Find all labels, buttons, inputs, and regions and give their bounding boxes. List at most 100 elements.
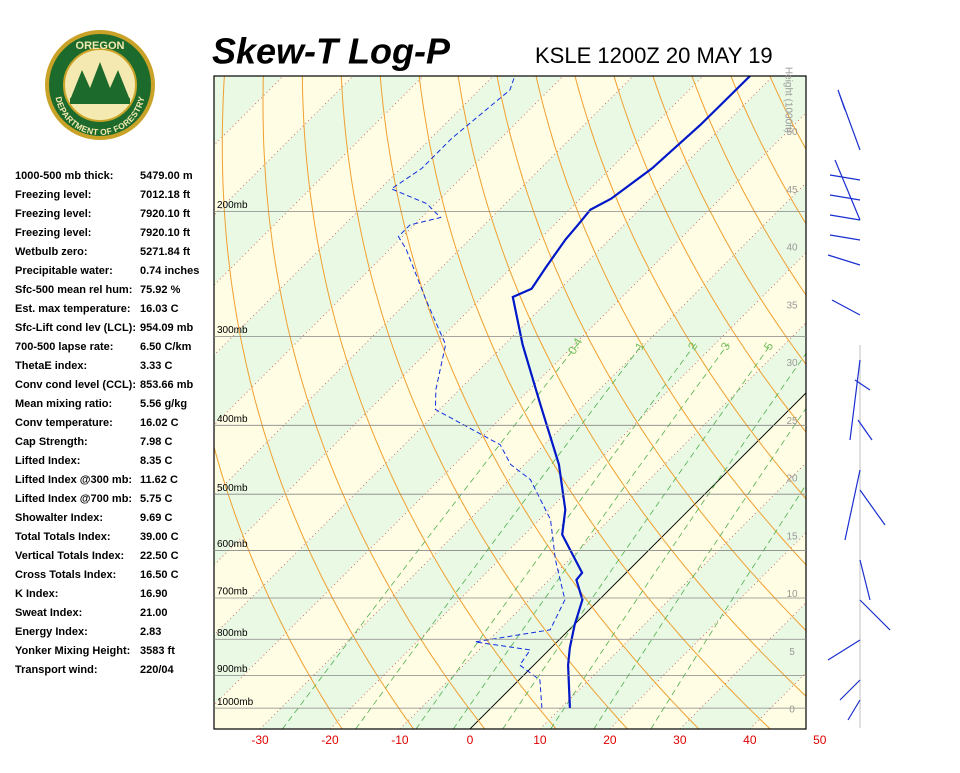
isotherm-band [329,252,806,729]
dry-adiabat [496,76,806,632]
index-value: 0.74 inches [140,265,199,277]
x-tick-label: 20 [603,733,617,747]
isotherm-band [260,183,806,729]
index-label: ThetaE index: [15,360,87,372]
index-value: 16.03 C [140,303,179,315]
mixing-ratio-line [502,343,772,729]
mixing-ratio-line [650,484,806,729]
index-label: Sfc-Lift cond lev (LCL): [15,322,136,334]
height-tick-label: 25 [786,416,798,427]
dry-adiabat [214,445,343,729]
index-label: Lifted Index: [15,455,80,467]
dry-adiabat [809,76,960,729]
mixing-ratio-line [282,343,579,729]
x-tick-label: 10 [533,733,547,747]
index-value: 2.83 [140,626,161,638]
index-value: 7920.10 ft [140,227,190,239]
index-value: 22.50 C [140,550,179,562]
x-tick-label: 50 [813,733,827,747]
index-label: 1000-500 mb thick: [15,170,113,182]
index-label: Est. max temperature: [15,303,131,315]
height-tick-label: 45 [786,185,798,196]
plot-frame [213,75,807,730]
index-label: Total Totals Index: [15,531,111,543]
dry-adiabat [535,76,806,566]
index-value: 5479.00 m [140,170,193,182]
isotherm-band [214,76,424,286]
index-label: Sweat Index: [15,607,82,619]
logo-top: OREGON [76,40,125,52]
dry-adiabat [340,76,628,729]
plot-area [214,76,960,729]
index-value: 6.50 C/km [140,341,192,353]
isotherm-band [214,113,806,729]
dry-adiabat [730,76,806,225]
index-label: Freezing level: [15,227,91,239]
index-value: 5.75 C [140,493,172,505]
index-value: 3.33 C [140,360,172,372]
dry-adiabat [848,76,960,729]
index-value: 16.02 C [140,417,179,429]
dry-adiabat [652,76,806,366]
index-label: Energy Index: [15,626,88,638]
index-value: 39.00 C [140,531,179,543]
index-value: 21.00 [140,607,168,619]
index-value: 16.50 C [140,569,179,581]
index-value: 11.62 C [140,474,178,486]
mixing-ratio-line [593,407,806,729]
height-tick-label: 30 [786,358,798,369]
isotherm-band [214,76,774,636]
y-tick-label: 200mb [217,200,248,211]
height-tick-label: 10 [786,589,798,600]
isotherm-band [214,76,806,706]
y-tick-label: 900mb [217,664,248,675]
dry-adiabat [574,76,806,500]
index-label: Conv cond level (CCL): [15,379,136,391]
y-tick-label: 1000mb [217,697,254,708]
height-tick-label: 5 [789,647,795,658]
index-value: 220/04 [140,664,175,676]
index-label: Cross Totals Index: [15,569,116,581]
dry-adiabat [926,76,960,729]
dry-adiabat [301,76,557,729]
y-tick-label: 500mb [217,483,248,494]
index-label: Freezing level: [15,189,91,201]
height-tick-label: 40 [786,243,798,254]
x-tick-label: 30 [673,733,687,747]
logo [45,30,155,140]
chart-title: Skew-T Log-P [212,31,451,72]
height-tick-label: 50 [786,127,798,138]
dry-adiabat [457,76,806,697]
index-value: 954.09 mb [140,322,193,334]
x-tick-label: -10 [391,733,409,747]
mixing-ratio-line [550,352,806,729]
y-tick-label: 600mb [217,539,248,550]
wind-barbs [827,89,891,728]
index-value: 9.69 C [140,512,172,524]
y-tick-label: 700mb [217,587,248,598]
dry-adiabat [691,76,806,296]
x-tick-label: -30 [251,733,269,747]
y-tick-label: 300mb [217,325,248,336]
index-label: Mean mixing ratio: [15,398,112,410]
index-label: Vertical Totals Index: [15,550,124,562]
dewpoint-line [390,76,566,709]
index-label: K Index: [15,588,58,600]
dry-adiabat [221,76,414,729]
index-value: 7012.18 ft [140,189,190,201]
height-axis-label: Height (1000ft) [782,67,793,133]
y-tick-label: 400mb [217,414,248,425]
index-label: Yonker Mixing Height: [15,645,130,657]
index-value: 5271.84 ft [140,246,190,258]
index-label: Cap Strength: [15,436,88,448]
dry-adiabat [418,76,771,729]
mixing-ratio-line [452,343,729,729]
index-value: 7.98 C [140,436,172,448]
index-label: Freezing level: [15,208,91,220]
height-tick-label: 20 [786,474,798,485]
x-tick-label: -20 [321,733,339,747]
index-value: 5.56 g/kg [140,398,187,410]
index-value: 16.90 [140,588,168,600]
index-label: Transport wind: [15,664,98,676]
